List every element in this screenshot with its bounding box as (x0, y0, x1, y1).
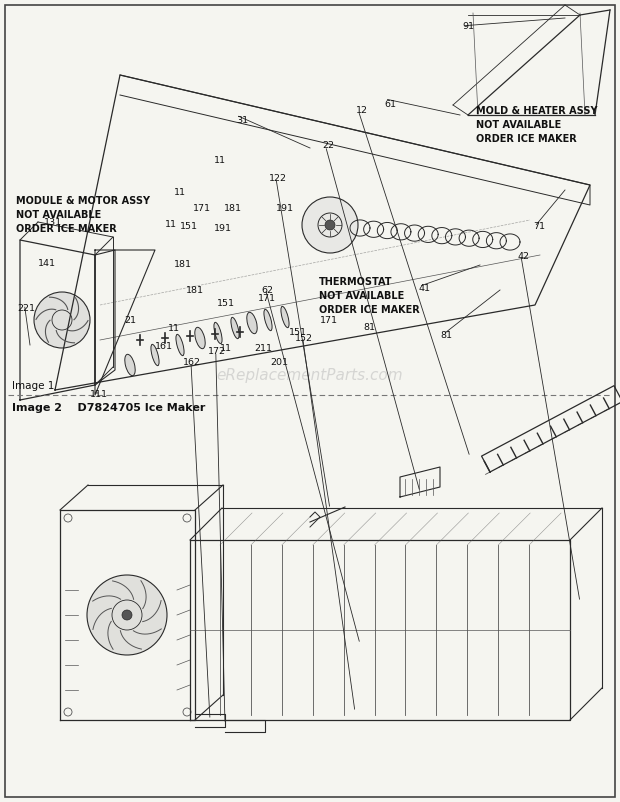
Text: eReplacementParts.com: eReplacementParts.com (216, 368, 404, 383)
Text: 201: 201 (270, 358, 288, 367)
Text: 12: 12 (355, 106, 368, 115)
Text: 31: 31 (236, 115, 248, 125)
Text: 141: 141 (37, 258, 56, 268)
Circle shape (87, 575, 167, 655)
Text: 151: 151 (217, 298, 236, 308)
Ellipse shape (125, 354, 135, 375)
Text: 62: 62 (262, 286, 274, 295)
Circle shape (122, 610, 132, 620)
Text: 111: 111 (90, 390, 108, 399)
Text: MOLD & HEATER ASSY
NOT AVAILABLE
ORDER ICE MAKER: MOLD & HEATER ASSY NOT AVAILABLE ORDER I… (476, 106, 598, 144)
Text: 122: 122 (268, 173, 287, 183)
Text: 181: 181 (186, 286, 205, 295)
Circle shape (325, 220, 335, 230)
Ellipse shape (264, 310, 272, 330)
Text: 162: 162 (183, 358, 202, 367)
Text: 181: 181 (223, 204, 242, 213)
Text: 11: 11 (164, 220, 177, 229)
Text: 81: 81 (363, 322, 375, 332)
Text: 151: 151 (288, 328, 307, 338)
Text: 71: 71 (533, 221, 546, 231)
Text: 11: 11 (174, 188, 186, 197)
Text: 191: 191 (214, 224, 232, 233)
Text: 11: 11 (214, 156, 226, 165)
Text: 152: 152 (294, 334, 313, 343)
Text: 181: 181 (174, 260, 192, 269)
Text: 81: 81 (440, 330, 453, 340)
Circle shape (302, 197, 358, 253)
Text: MODULE & MOTOR ASSY
NOT AVAILABLE
ORDER ICE MAKER: MODULE & MOTOR ASSY NOT AVAILABLE ORDER … (16, 196, 149, 234)
Text: 91: 91 (462, 22, 474, 31)
Ellipse shape (195, 327, 205, 349)
Ellipse shape (247, 312, 257, 334)
Text: 171: 171 (257, 294, 276, 303)
Text: 41: 41 (418, 284, 431, 294)
Text: 22: 22 (322, 141, 335, 151)
Text: 11: 11 (167, 324, 180, 334)
Text: 161: 161 (155, 342, 174, 351)
Text: 171: 171 (192, 204, 211, 213)
Text: Image 2    D7824705 Ice Maker: Image 2 D7824705 Ice Maker (12, 403, 205, 412)
Text: 171: 171 (319, 316, 338, 326)
Text: 42: 42 (518, 252, 530, 261)
Text: 221: 221 (17, 304, 35, 314)
Text: 191: 191 (276, 204, 294, 213)
Text: 21: 21 (124, 316, 136, 326)
Ellipse shape (231, 318, 239, 338)
Ellipse shape (214, 322, 222, 343)
Ellipse shape (176, 334, 184, 355)
Text: 131: 131 (43, 218, 62, 228)
Text: 211: 211 (254, 343, 273, 353)
Text: 172: 172 (208, 346, 226, 356)
Ellipse shape (281, 306, 289, 328)
Ellipse shape (151, 344, 159, 366)
Text: 151: 151 (180, 221, 198, 231)
Text: THERMOSTAT
NOT AVAILABLE
ORDER ICE MAKER: THERMOSTAT NOT AVAILABLE ORDER ICE MAKER (319, 277, 420, 314)
Text: 61: 61 (384, 99, 397, 109)
Text: 11: 11 (220, 344, 232, 354)
Circle shape (34, 292, 90, 348)
Text: Image 1: Image 1 (12, 381, 55, 391)
